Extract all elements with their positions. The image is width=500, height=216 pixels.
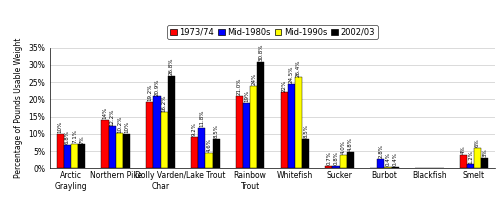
Text: 20.9%: 20.9% bbox=[154, 78, 160, 95]
Bar bbox=[168, 76, 175, 168]
Text: 7%: 7% bbox=[80, 135, 84, 144]
Text: 4.6%: 4.6% bbox=[206, 138, 212, 152]
Text: 26.4%: 26.4% bbox=[296, 59, 301, 76]
Bar bbox=[236, 96, 243, 168]
Text: 4.0%: 4.0% bbox=[340, 140, 345, 154]
Text: 11.8%: 11.8% bbox=[200, 110, 204, 127]
Text: 19.2%: 19.2% bbox=[148, 84, 152, 102]
Bar bbox=[481, 158, 488, 168]
Bar bbox=[198, 128, 205, 168]
Text: 4%: 4% bbox=[460, 145, 466, 154]
Text: 26.8%: 26.8% bbox=[169, 58, 174, 75]
Text: 22%: 22% bbox=[282, 80, 286, 92]
Bar bbox=[206, 152, 212, 168]
Text: 8.5%: 8.5% bbox=[214, 125, 218, 138]
Text: 19%: 19% bbox=[244, 90, 249, 102]
Text: 2.8%: 2.8% bbox=[378, 144, 384, 158]
Bar bbox=[250, 86, 258, 168]
Text: 21.0%: 21.0% bbox=[237, 78, 242, 95]
Bar bbox=[340, 155, 347, 168]
Bar bbox=[212, 139, 220, 168]
Bar bbox=[384, 167, 392, 168]
Bar bbox=[288, 84, 295, 168]
Text: 30.8%: 30.8% bbox=[258, 44, 264, 61]
Bar bbox=[280, 92, 287, 168]
Text: 24%: 24% bbox=[251, 73, 256, 85]
Text: 4.8%: 4.8% bbox=[348, 137, 353, 151]
Bar bbox=[191, 137, 198, 168]
Text: 10.2%: 10.2% bbox=[117, 115, 122, 133]
Bar bbox=[392, 167, 398, 168]
Text: 14%: 14% bbox=[102, 107, 108, 119]
Bar bbox=[78, 144, 86, 168]
Bar bbox=[467, 164, 474, 168]
Text: 0.4%: 0.4% bbox=[392, 152, 398, 166]
Legend: 1973/74, Mid-1980s, Mid-1990s, 2002/03: 1973/74, Mid-1980s, Mid-1990s, 2002/03 bbox=[168, 25, 378, 39]
Bar bbox=[71, 144, 78, 168]
Text: 6.8%: 6.8% bbox=[65, 130, 70, 144]
Text: 0.8%: 0.8% bbox=[334, 151, 338, 165]
Bar bbox=[108, 126, 116, 168]
Bar bbox=[243, 103, 250, 168]
Y-axis label: Percentage of Pounds Usable Weight: Percentage of Pounds Usable Weight bbox=[14, 38, 22, 178]
Bar bbox=[102, 120, 108, 168]
Bar bbox=[332, 166, 340, 168]
Bar bbox=[460, 155, 467, 168]
Bar bbox=[160, 113, 168, 168]
Bar bbox=[258, 62, 264, 168]
Text: 8.5%: 8.5% bbox=[303, 125, 308, 138]
Text: 7.1%: 7.1% bbox=[72, 129, 77, 143]
Text: 0.7%: 0.7% bbox=[326, 151, 332, 165]
Text: 24.5%: 24.5% bbox=[289, 66, 294, 83]
Text: 10%: 10% bbox=[124, 121, 129, 133]
Text: 10%: 10% bbox=[58, 121, 63, 133]
Text: 0.4%: 0.4% bbox=[386, 152, 390, 166]
Bar bbox=[302, 139, 309, 168]
Text: 1.2%: 1.2% bbox=[468, 150, 473, 164]
Bar bbox=[56, 134, 64, 168]
Text: 6%: 6% bbox=[475, 138, 480, 147]
Bar bbox=[326, 166, 332, 168]
Bar bbox=[123, 134, 130, 168]
Bar bbox=[146, 102, 154, 168]
Bar bbox=[64, 145, 71, 168]
Bar bbox=[295, 77, 302, 168]
Bar bbox=[154, 96, 160, 168]
Text: 12.2%: 12.2% bbox=[110, 108, 114, 126]
Text: 9.2%: 9.2% bbox=[192, 122, 197, 136]
Text: 16.2%: 16.2% bbox=[162, 94, 166, 112]
Bar bbox=[474, 148, 481, 168]
Bar bbox=[347, 152, 354, 168]
Bar bbox=[378, 159, 384, 168]
Text: 3%: 3% bbox=[482, 149, 487, 157]
Bar bbox=[116, 133, 123, 168]
